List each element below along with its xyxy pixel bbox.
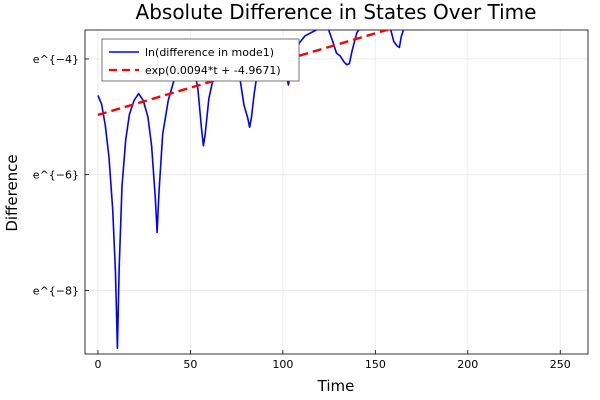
x-tick-label: 150 (365, 358, 386, 371)
x-tick-label: 50 (183, 358, 197, 371)
legend: ln(difference in mode1) exp(0.0094*t + -… (101, 38, 300, 82)
y-tick-label: e^{−6} (33, 169, 79, 182)
series-line-mode1 (97, 30, 405, 349)
x-tick-label: 0 (94, 358, 101, 371)
y-axis-label: Difference (3, 154, 21, 231)
plot-frame (84, 29, 589, 355)
legend-label-fit: exp(0.0094*t + -4.9671) (145, 64, 281, 77)
x-axis-label: Time (317, 377, 355, 395)
series-layer (97, 30, 405, 349)
x-tick-label: 100 (272, 358, 293, 371)
y-tick-label: e^{−4} (33, 53, 79, 66)
x-tick-label: 250 (550, 358, 571, 371)
legend-box (101, 38, 300, 82)
y-tick-label: e^{−8} (33, 284, 79, 297)
legend-label-mode1: ln(difference in mode1) (145, 46, 274, 59)
series-line-fit (97, 30, 391, 117)
ticks: 0 50 100 150 200 250 e^{−8} e^{−6} e^{−4} (33, 53, 571, 371)
chart-title: Absolute Difference in States Over Time (136, 0, 537, 24)
grid (85, 30, 588, 354)
x-tick-label: 200 (457, 358, 478, 371)
